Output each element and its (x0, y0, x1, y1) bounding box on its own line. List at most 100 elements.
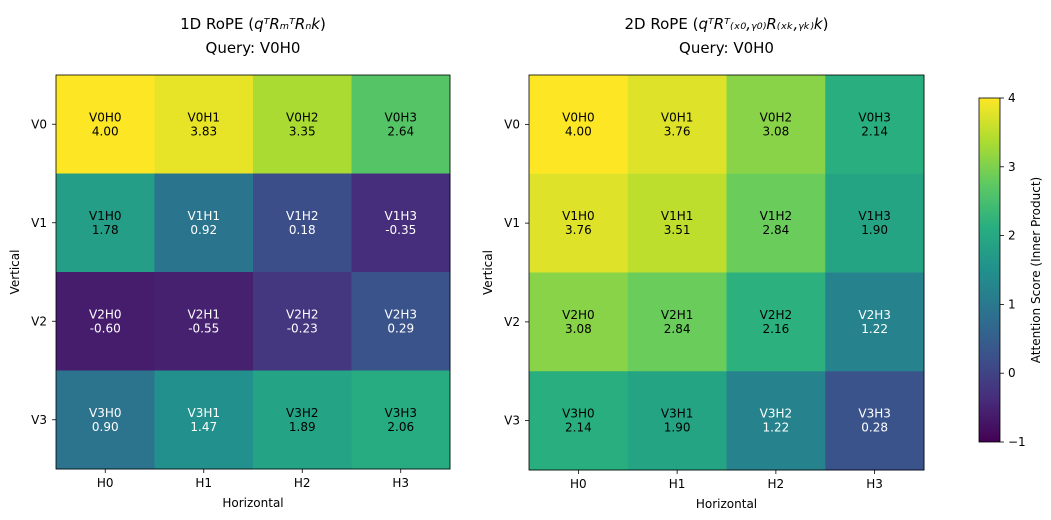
cell-name-label: V3H2 (286, 406, 319, 420)
y-tick-label: V3 (31, 413, 47, 427)
heatmap-cell-v2h2 (253, 272, 352, 371)
x-tick-label: H0 (570, 477, 587, 491)
x-tick-label: H2 (294, 476, 311, 490)
cell-value-label: 3.08 (565, 322, 592, 336)
colorbar-label: Attention Score (Inner Product) (1029, 177, 1043, 363)
cell-name-label: V2H0 (562, 308, 595, 322)
y-axis-label: Vertical (8, 250, 22, 295)
cell-value-label: 1.90 (861, 223, 888, 237)
heatmap-cell-v3h2 (253, 370, 352, 470)
cell-name-label: V0H3 (858, 110, 891, 124)
cell-value-label: 1.90 (664, 421, 691, 435)
cell-value-label: 3.76 (565, 223, 592, 237)
cell-value-label: 0.90 (92, 420, 119, 434)
cell-value-label: 0.18 (289, 223, 316, 237)
cell-value-label: 3.35 (289, 124, 316, 138)
cell-value-label: 0.29 (387, 321, 414, 335)
heatmap-cell-v2h0 (56, 272, 155, 371)
cell-name-label: V2H3 (858, 308, 891, 322)
y-tick-label: V0 (31, 117, 47, 131)
cell-value-label: 2.06 (387, 420, 414, 434)
heatmap-cell-v1h3 (351, 173, 451, 273)
cell-name-label: V1H1 (187, 209, 220, 223)
heatmap-cell-v2h1 (154, 272, 254, 371)
cell-value-label: -0.60 (90, 321, 121, 335)
y-tick-label: V2 (31, 314, 47, 328)
chart-subtitle: Query: V0H0 (206, 39, 301, 57)
cell-name-label: V0H2 (286, 110, 319, 124)
cell-name-label: V2H2 (286, 307, 319, 321)
cell-name-label: V3H0 (89, 406, 122, 420)
cell-name-label: V3H0 (562, 407, 595, 421)
cell-name-label: V2H0 (89, 307, 122, 321)
cell-name-label: V0H2 (760, 110, 793, 124)
colorbar-tick-label: 2 (1008, 229, 1016, 243)
cell-name-label: V1H1 (661, 209, 694, 223)
y-tick-label: V1 (504, 216, 520, 230)
x-tick-label: H1 (669, 477, 686, 491)
x-axis-label: Horizontal (222, 496, 283, 510)
cell-name-label: V0H1 (187, 110, 220, 124)
cell-name-label: V0H3 (384, 110, 417, 124)
heatmap-cell-v1h1 (154, 173, 254, 273)
title-formula: qᵀRᵀ₍ₓ₀,ᵧ₀₎R₍ₓₖ,ᵧₖ₎k (698, 15, 823, 33)
cell-name-label: V3H1 (187, 406, 220, 420)
cell-name-label: V0H1 (661, 110, 694, 124)
heatmap-cell-v0h0 (56, 75, 155, 174)
cell-name-label: V2H2 (760, 308, 793, 322)
heatmap-cell-v0h3 (825, 75, 925, 175)
x-tick-label: H3 (866, 477, 883, 491)
colorbar-tick-label: 1 (1008, 297, 1016, 311)
cell-value-label: 1.47 (190, 420, 217, 434)
cell-value-label: 2.84 (664, 322, 691, 336)
cell-name-label: V1H0 (89, 209, 122, 223)
title-prefix: 2D RoPE ( (625, 15, 699, 33)
cell-name-label: V3H1 (661, 407, 694, 421)
colorbar-gradient (978, 97, 1001, 443)
colorbar-tick-label: −1 (1008, 435, 1026, 449)
heatmap-cell-v3h1 (154, 370, 254, 470)
cell-value-label: 0.28 (861, 421, 888, 435)
heatmap-cell-v1h0 (56, 173, 155, 273)
y-tick-label: V0 (504, 117, 520, 131)
chart-subtitle: Query: V0H0 (679, 39, 774, 57)
heatmap-cell-v0h1 (627, 75, 727, 175)
cell-name-label: V1H2 (286, 209, 319, 223)
y-tick-label: V3 (504, 414, 520, 428)
heatmap-cell-v3h3 (825, 371, 925, 471)
cell-name-label: V0H0 (89, 110, 122, 124)
cell-value-label: 1.78 (92, 223, 119, 237)
cell-value-label: 2.14 (565, 421, 592, 435)
cell-name-label: V3H2 (760, 407, 793, 421)
x-tick-label: H2 (768, 477, 785, 491)
heatmap-cell-v0h2 (253, 75, 352, 174)
cell-value-label: 4.00 (565, 124, 592, 138)
chart-title: 1D RoPE (qᵀRₘᵀRₙk) (180, 15, 326, 33)
cell-name-label: V3H3 (384, 406, 417, 420)
colorbar-tick-label: 3 (1008, 160, 1016, 174)
heatmap-panel-1: 1D RoPE (qᵀRₘᵀRₙk)Query: V0H0V0H04.00V0H… (8, 15, 451, 510)
cell-value-label: 2.14 (861, 124, 888, 138)
heatmap-cell-v3h2 (726, 371, 826, 471)
cell-value-label: 1.22 (861, 322, 888, 336)
heatmap-cell-v1h2 (253, 173, 352, 273)
heatmap-cell-v2h1 (627, 272, 727, 372)
cell-name-label: V2H1 (661, 308, 694, 322)
heatmap-cell-v0h0 (529, 75, 629, 175)
heatmap-cell-v0h3 (351, 75, 451, 174)
cell-name-label: V1H3 (384, 209, 417, 223)
x-tick-label: H3 (392, 476, 409, 490)
cell-value-label: 1.22 (763, 421, 790, 435)
heatmap-cell-v1h1 (627, 173, 727, 273)
heatmap-cell-v0h2 (726, 75, 826, 175)
cell-name-label: V0H0 (562, 110, 595, 124)
heatmap-cell-v3h0 (529, 371, 629, 471)
colorbar-tick-label: 4 (1008, 91, 1016, 105)
cell-value-label: 2.84 (763, 223, 790, 237)
x-tick-label: H0 (97, 476, 114, 490)
cell-value-label: 2.64 (387, 124, 414, 138)
cell-value-label: 3.83 (190, 124, 217, 138)
x-tick-label: H1 (195, 476, 212, 490)
title-formula: qᵀRₘᵀRₙk (254, 15, 321, 33)
